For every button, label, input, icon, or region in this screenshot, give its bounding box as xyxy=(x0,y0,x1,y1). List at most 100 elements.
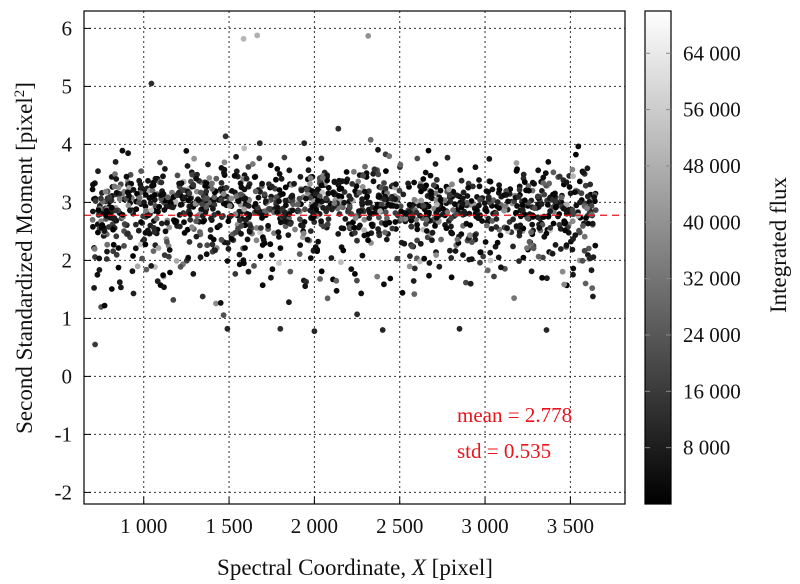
y-tick-label: 0 xyxy=(62,364,73,388)
data-point xyxy=(323,195,329,202)
data-point xyxy=(576,178,583,185)
data-point xyxy=(496,186,503,193)
data-point xyxy=(592,207,599,214)
data-point xyxy=(367,136,374,143)
data-point xyxy=(164,239,170,245)
data-point xyxy=(276,187,283,193)
data-point xyxy=(448,274,455,281)
data-point xyxy=(110,248,117,255)
data-point xyxy=(418,183,424,190)
data-point xyxy=(549,197,556,203)
data-point xyxy=(365,237,371,244)
data-point xyxy=(432,161,439,167)
data-point xyxy=(382,229,388,236)
data-point xyxy=(342,216,349,222)
data-point xyxy=(204,195,211,202)
data-point xyxy=(170,297,177,303)
data-point xyxy=(241,186,248,193)
data-point xyxy=(361,227,367,234)
data-point xyxy=(520,254,527,261)
data-point xyxy=(203,204,210,210)
data-point xyxy=(224,258,231,264)
data-point xyxy=(563,242,570,249)
data-point xyxy=(471,232,478,239)
data-point xyxy=(590,293,596,300)
data-point xyxy=(277,245,284,252)
data-point xyxy=(359,184,366,190)
data-point xyxy=(104,211,110,217)
data-point xyxy=(426,209,432,216)
data-point xyxy=(564,201,570,208)
data-point xyxy=(340,247,347,254)
data-point xyxy=(491,273,497,280)
data-point xyxy=(328,255,335,261)
data-point xyxy=(520,171,527,178)
data-point xyxy=(580,223,586,229)
data-point xyxy=(125,185,132,191)
data-point xyxy=(268,274,274,281)
data-point xyxy=(562,227,568,234)
data-point xyxy=(324,221,331,228)
data-point xyxy=(436,263,443,270)
data-point xyxy=(274,166,281,172)
data-point xyxy=(408,223,415,230)
data-point xyxy=(425,147,432,154)
data-point xyxy=(258,225,264,231)
data-point xyxy=(104,248,110,255)
data-point xyxy=(410,278,417,284)
data-point xyxy=(541,191,548,198)
data-point xyxy=(218,236,225,243)
data-point xyxy=(246,211,253,218)
data-point xyxy=(176,180,183,187)
data-point xyxy=(459,195,466,202)
data-point xyxy=(153,215,160,222)
data-point xyxy=(561,281,568,288)
data-point xyxy=(338,259,344,266)
data-point xyxy=(199,293,206,300)
data-point xyxy=(245,183,252,190)
colorbar-tick-label: 48 000 xyxy=(683,154,741,178)
data-point xyxy=(438,236,444,243)
data-point xyxy=(266,205,272,212)
data-point xyxy=(519,202,526,208)
data-point xyxy=(257,229,264,236)
data-point xyxy=(121,221,128,227)
data-point xyxy=(190,181,197,188)
data-point xyxy=(382,220,389,227)
data-point xyxy=(101,228,108,235)
data-point xyxy=(130,253,136,259)
data-point xyxy=(287,221,294,227)
data-point xyxy=(110,241,117,248)
data-point xyxy=(433,214,440,221)
data-point xyxy=(417,258,423,265)
data-point xyxy=(89,186,96,193)
data-point xyxy=(370,178,377,185)
data-point xyxy=(206,175,213,181)
data-point xyxy=(286,167,293,174)
data-point xyxy=(113,189,120,196)
data-point xyxy=(465,184,472,191)
data-point xyxy=(204,242,211,249)
data-point xyxy=(274,204,281,211)
data-point xyxy=(581,247,588,254)
data-point xyxy=(222,133,229,140)
data-point xyxy=(224,325,231,332)
data-point xyxy=(528,268,535,275)
data-point xyxy=(249,161,256,167)
data-point xyxy=(405,180,411,187)
data-point xyxy=(145,227,151,234)
data-point xyxy=(297,216,303,223)
data-point xyxy=(495,254,502,261)
data-point xyxy=(343,169,350,175)
data-point xyxy=(437,187,444,194)
data-point xyxy=(411,179,417,186)
data-point xyxy=(444,209,451,216)
data-point xyxy=(113,233,120,240)
data-point xyxy=(529,221,536,228)
data-point xyxy=(91,285,97,291)
data-point xyxy=(226,203,233,209)
data-point xyxy=(238,223,245,229)
data-point xyxy=(484,267,491,274)
data-point xyxy=(300,230,307,237)
